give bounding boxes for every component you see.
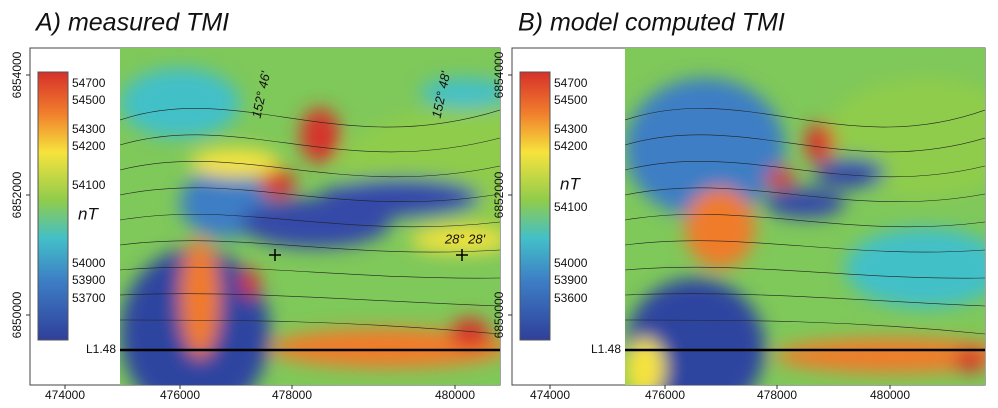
contour	[625, 240, 985, 253]
colorbar-label: 54300	[72, 122, 106, 136]
x-tick-label: 476000	[160, 388, 200, 402]
contour	[625, 134, 985, 153]
x-tick-label: 474000	[45, 388, 85, 402]
x-tick-label: 474000	[530, 388, 570, 402]
y-tick-label: 6850000	[492, 291, 506, 338]
coordinate-cross	[456, 249, 468, 261]
anomaly	[410, 228, 500, 253]
contour	[625, 319, 985, 335]
colorbar-label: 53600	[554, 291, 588, 305]
anomaly	[845, 228, 985, 308]
y-tick-label: 6852000	[492, 171, 506, 218]
contour	[625, 161, 985, 178]
anomaly	[805, 123, 835, 163]
colorbar	[37, 71, 69, 341]
contour	[120, 161, 500, 178]
profile-label: L1.48	[86, 342, 116, 356]
anomaly	[765, 168, 795, 188]
colorbar-label: 54500	[72, 93, 106, 107]
contour	[625, 266, 985, 279]
anomaly	[955, 348, 985, 373]
x-tick-label: 480000	[435, 388, 475, 402]
contour	[625, 293, 985, 307]
colorbar-label: 54000	[72, 256, 106, 270]
anomaly	[420, 78, 500, 108]
profile-label: L1.48	[591, 342, 621, 356]
map-panel: A) measured TMI 54700 54500 54300 54200 54100…	[10, 9, 501, 402]
x-tick-label: 478000	[272, 388, 312, 402]
anomaly-map	[625, 48, 985, 385]
colorbar-label: 53900	[554, 273, 588, 287]
contour	[120, 108, 500, 128]
coordinate-cross	[269, 249, 281, 261]
contour	[625, 187, 985, 202]
anomaly-field	[120, 68, 500, 385]
colorbar-unit: nT	[560, 174, 581, 193]
anomaly-map	[120, 48, 500, 385]
contour	[120, 293, 500, 307]
y-tick-label: 6854000	[492, 51, 506, 98]
anomaly	[765, 188, 845, 218]
anomaly	[775, 338, 985, 373]
contour	[120, 187, 500, 202]
colorbar-unit: nT	[78, 204, 99, 223]
panel-title: B) model computed TMI	[518, 9, 785, 37]
anomaly	[300, 108, 340, 163]
map-panel: B) model computed TMI 54700 54500 54300 5420…	[492, 9, 986, 402]
anomaly	[320, 178, 480, 218]
anomaly	[450, 318, 490, 348]
contour	[625, 213, 985, 228]
colorbar-label: 54200	[554, 139, 588, 153]
anomaly	[685, 188, 755, 268]
anomaly	[180, 238, 220, 358]
colorbar-label: 53700	[72, 291, 106, 305]
colorbar-label: 54300	[554, 122, 588, 136]
x-tick-label: 476000	[645, 388, 685, 402]
colorbar-label: 54500	[554, 93, 588, 107]
colorbar-label: 54000	[554, 256, 588, 270]
anomaly	[240, 268, 260, 298]
anomaly	[270, 328, 500, 368]
coordinate-label: 28° 28'	[444, 231, 486, 246]
x-tick-label: 480000	[870, 388, 910, 402]
anomaly	[260, 168, 295, 198]
colorbar-label: 53900	[72, 273, 106, 287]
colorbar-label: 54100	[554, 200, 588, 214]
y-tick-label: 6852000	[10, 171, 24, 218]
panel-title: A) measured TMI	[34, 9, 229, 37]
colorbar	[519, 71, 551, 341]
colorbar-label: 54200	[72, 139, 106, 153]
anomaly	[815, 158, 885, 188]
anomaly	[625, 78, 785, 218]
contour	[120, 319, 500, 335]
contour	[625, 108, 985, 128]
contour	[120, 213, 500, 228]
colorbar-label: 54700	[72, 76, 106, 90]
anomaly	[120, 68, 240, 138]
y-tick-label: 6854000	[10, 51, 24, 98]
contour	[120, 240, 500, 253]
colorbar-label: 54700	[554, 76, 588, 90]
x-tick-label: 478000	[757, 388, 797, 402]
contour	[120, 134, 500, 153]
contour	[120, 266, 500, 279]
colorbar-label: 54100	[72, 178, 106, 192]
y-tick-label: 6850000	[10, 291, 24, 338]
